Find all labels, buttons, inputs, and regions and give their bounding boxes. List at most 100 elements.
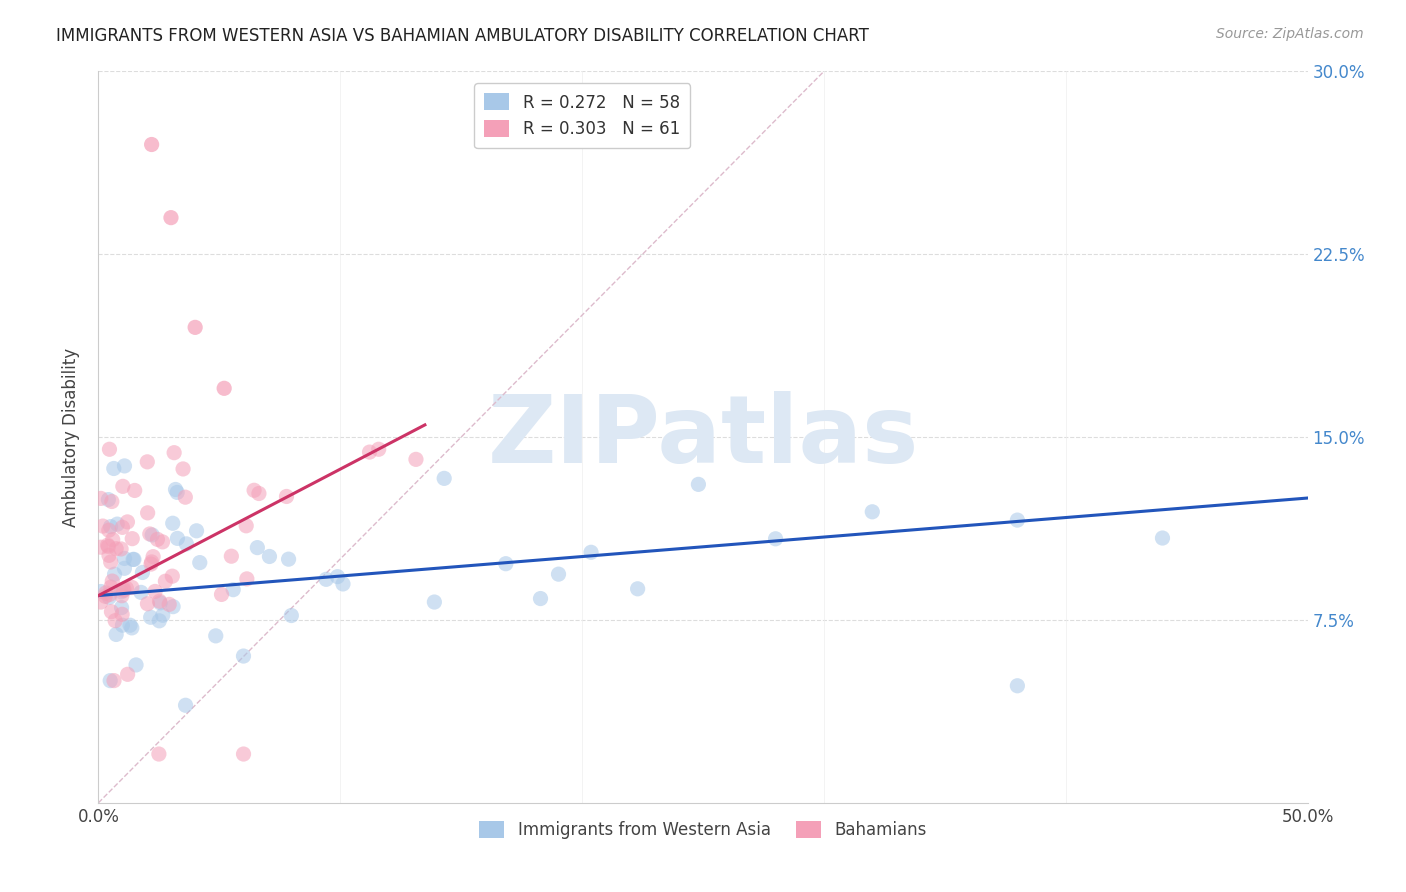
Point (110, 585, 132, 599)
Point (90, 595, 112, 609)
Point (131, 566, 153, 580)
Point (115, 582, 138, 596)
Point (121, 621, 143, 635)
Point (235, 518, 257, 533)
Point (121, 532, 143, 546)
Point (188, 556, 211, 570)
Point (141, 137, 163, 152)
Point (121, 581, 143, 595)
Point (105, 627, 128, 641)
Point (94, 590, 117, 604)
Legend: Immigrants from Western Asia, Bahamians: Immigrants from Western Asia, Bahamians (472, 814, 934, 846)
Point (174, 698, 197, 713)
Point (155, 574, 177, 589)
Point (103, 673, 125, 688)
Point (118, 618, 141, 632)
Point (405, 452, 427, 467)
Point (139, 557, 162, 571)
Point (212, 381, 235, 395)
Point (221, 549, 243, 564)
Point (232, 648, 254, 663)
Point (160, 211, 183, 225)
Point (166, 532, 188, 546)
Point (100, 519, 122, 533)
Point (101, 574, 124, 588)
Text: Source: ZipAtlas.com: Source: ZipAtlas.com (1216, 27, 1364, 41)
Point (122, 552, 145, 566)
Point (246, 541, 269, 555)
Text: IMMIGRANTS FROM WESTERN ASIA VS BAHAMIAN AMBULATORY DISABILITY CORRELATION CHART: IMMIGRANTS FROM WESTERN ASIA VS BAHAMIAN… (56, 27, 869, 45)
Point (688, 477, 710, 491)
Point (101, 494, 124, 508)
Point (91, 519, 114, 533)
Point (157, 598, 180, 612)
Point (111, 589, 134, 603)
Point (111, 607, 134, 622)
Point (529, 591, 551, 606)
Point (100, 555, 122, 569)
Point (222, 582, 245, 597)
Point (232, 747, 254, 761)
Point (90, 584, 112, 599)
Point (276, 490, 298, 504)
Point (98, 549, 121, 563)
Point (141, 555, 163, 569)
Point (165, 483, 187, 497)
Point (1007, 513, 1029, 527)
Point (139, 527, 162, 541)
Point (174, 490, 197, 504)
Point (186, 524, 208, 538)
Point (247, 486, 270, 500)
Point (152, 534, 174, 549)
Point (97, 538, 120, 552)
Point (1007, 679, 1029, 693)
Point (243, 483, 266, 498)
Point (142, 549, 165, 564)
Point (98, 442, 121, 457)
Point (162, 516, 184, 531)
Point (111, 618, 134, 632)
Point (117, 515, 139, 529)
Point (101, 533, 124, 547)
Point (136, 597, 159, 611)
Point (359, 445, 381, 459)
Point (765, 532, 787, 546)
Point (236, 572, 259, 586)
Point (184, 320, 207, 334)
Point (326, 569, 349, 583)
Point (148, 614, 170, 628)
Point (277, 552, 299, 566)
Point (495, 557, 517, 571)
Point (98, 587, 121, 601)
Point (100, 605, 122, 619)
Point (112, 582, 135, 596)
Point (423, 595, 446, 609)
Point (122, 552, 145, 566)
Point (90, 540, 112, 554)
Point (110, 541, 132, 556)
Point (204, 629, 226, 643)
Point (94, 586, 117, 600)
Point (259, 549, 281, 564)
Point (105, 517, 128, 532)
Point (100, 580, 122, 594)
Point (98, 591, 121, 605)
Point (139, 610, 162, 624)
Point (129, 585, 152, 599)
Point (860, 505, 883, 519)
Point (103, 461, 125, 475)
Point (98, 673, 121, 688)
Text: ZIPatlas: ZIPatlas (488, 391, 918, 483)
Point (172, 462, 194, 476)
Point (111, 520, 134, 534)
Point (315, 572, 337, 586)
Point (162, 569, 184, 583)
Point (211, 587, 233, 601)
Point (104, 614, 127, 628)
Point (146, 533, 169, 547)
Point (148, 747, 170, 761)
Point (112, 583, 135, 598)
Point (117, 667, 139, 681)
Point (627, 582, 650, 596)
Point (110, 600, 132, 615)
